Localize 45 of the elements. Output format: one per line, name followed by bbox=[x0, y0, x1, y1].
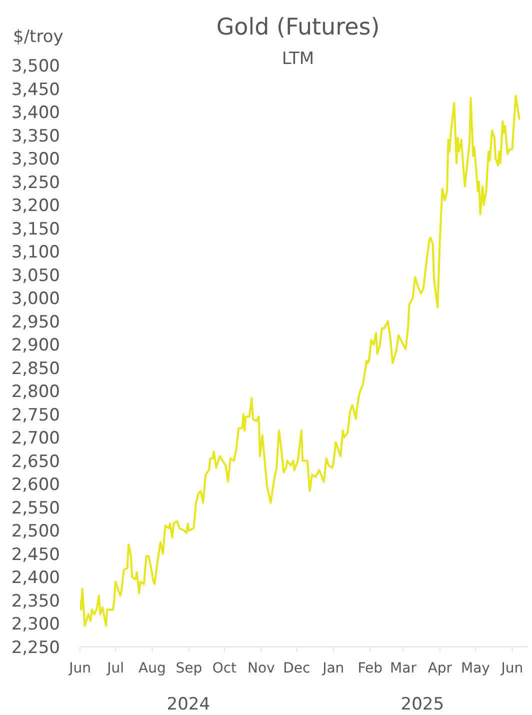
x-tick-label: Nov bbox=[248, 660, 275, 677]
line-series bbox=[80, 94, 520, 627]
y-tick-label: 3,450 bbox=[11, 80, 60, 100]
x-tick-label: Jul bbox=[106, 660, 124, 677]
y-tick-label: 2,650 bbox=[11, 452, 60, 472]
chart-subtitle: LTM bbox=[282, 49, 314, 69]
y-tick-label: 2,800 bbox=[11, 382, 60, 402]
x-tick-label: Feb bbox=[358, 660, 383, 677]
y-tick-label: 2,250 bbox=[11, 638, 60, 658]
y-tick-label: 2,300 bbox=[11, 614, 60, 635]
y-tick-label: 2,450 bbox=[11, 544, 60, 565]
y-tick-label: 3,200 bbox=[11, 196, 60, 216]
text: 2024 bbox=[166, 694, 210, 714]
x-tick-label: Jun bbox=[68, 660, 91, 677]
chart-title: Gold (Futures) bbox=[216, 14, 380, 40]
x-tick-label: Apr bbox=[428, 660, 452, 677]
y-tick-label: 3,050 bbox=[11, 266, 60, 286]
x-tick-label: Mar bbox=[390, 660, 417, 677]
x-tick-label: Jun bbox=[500, 660, 524, 677]
y-tick-label: 2,350 bbox=[11, 591, 60, 612]
y-tick-label: 3,350 bbox=[11, 126, 60, 146]
x-tick-label: May bbox=[461, 660, 490, 677]
y-tick-label: 2,400 bbox=[11, 568, 60, 588]
y-tick-label: 2,600 bbox=[11, 475, 60, 496]
x-tick-label: Oct bbox=[212, 660, 238, 677]
y-tick-label: 3,400 bbox=[11, 103, 60, 124]
y-tick-label: 2,550 bbox=[11, 498, 60, 518]
y-tick-label: 3,000 bbox=[11, 289, 60, 310]
x-tick-label: Jan bbox=[322, 660, 344, 677]
y-tick-label: 3,300 bbox=[11, 150, 60, 170]
y-axis-title: $/troy bbox=[13, 27, 64, 47]
x-tick-label: Aug bbox=[138, 660, 166, 677]
x-tick-label: Dec bbox=[283, 660, 310, 677]
y-tick-label: 2,500 bbox=[11, 522, 60, 542]
x-tick-label: Sep bbox=[176, 660, 202, 677]
y-tick-label: 3,150 bbox=[11, 219, 60, 240]
y-tick-label: 3,500 bbox=[11, 56, 60, 77]
y-tick-label: 2,850 bbox=[11, 358, 60, 379]
y-tick-label: 3,250 bbox=[11, 172, 60, 193]
text: 2025 bbox=[400, 694, 444, 714]
y-tick-label: 2,900 bbox=[11, 336, 60, 356]
y-tick-label: 3,100 bbox=[11, 242, 60, 263]
y-tick-label: 2,950 bbox=[11, 312, 60, 332]
y-tick-label: 2,700 bbox=[11, 428, 60, 449]
y-tick-label: 2,750 bbox=[11, 405, 60, 426]
